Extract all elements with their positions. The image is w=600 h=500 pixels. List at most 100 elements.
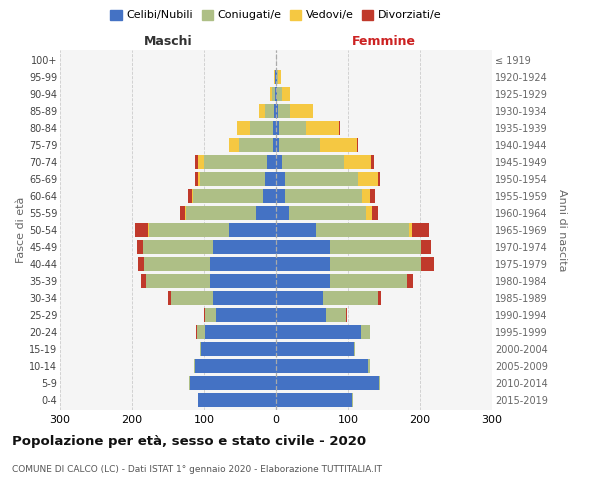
Bar bbox=[276, 274, 330, 288]
Bar bbox=[168, 291, 171, 305]
Bar bbox=[200, 172, 265, 186]
Bar bbox=[279, 121, 305, 135]
Bar bbox=[284, 172, 358, 186]
Bar bbox=[197, 325, 205, 339]
Bar bbox=[146, 274, 210, 288]
Bar bbox=[344, 155, 371, 169]
Bar bbox=[276, 223, 316, 237]
Bar bbox=[198, 155, 204, 169]
Legend: Celibi/Nubili, Coniugati/e, Vedovi/e, Divorziati/e: Celibi/Nubili, Coniugati/e, Vedovi/e, Di… bbox=[106, 5, 446, 25]
Text: Femmine: Femmine bbox=[352, 36, 416, 49]
Bar bbox=[273, 121, 276, 135]
Bar bbox=[278, 104, 290, 118]
Bar bbox=[276, 172, 284, 186]
Bar bbox=[237, 121, 250, 135]
Y-axis label: Anni di nascita: Anni di nascita bbox=[557, 188, 567, 271]
Bar bbox=[274, 70, 275, 84]
Bar bbox=[274, 104, 276, 118]
Y-axis label: Fasce di età: Fasce di età bbox=[16, 197, 26, 263]
Bar bbox=[368, 359, 370, 373]
Bar bbox=[320, 138, 358, 152]
Bar bbox=[282, 87, 290, 101]
Text: Maschi: Maschi bbox=[143, 36, 193, 49]
Bar bbox=[276, 155, 282, 169]
Bar bbox=[330, 274, 407, 288]
Bar bbox=[409, 223, 412, 237]
Bar bbox=[171, 291, 212, 305]
Bar bbox=[137, 240, 143, 254]
Bar bbox=[284, 189, 362, 203]
Bar bbox=[196, 359, 276, 373]
Bar bbox=[197, 393, 198, 407]
Bar bbox=[192, 189, 193, 203]
Bar bbox=[149, 223, 229, 237]
Bar bbox=[372, 206, 378, 220]
Text: Popolazione per età, sesso e stato civile - 2020: Popolazione per età, sesso e stato civil… bbox=[12, 435, 366, 448]
Bar bbox=[277, 87, 282, 101]
Bar bbox=[276, 206, 289, 220]
Bar bbox=[143, 240, 212, 254]
Bar bbox=[250, 121, 273, 135]
Bar bbox=[194, 172, 197, 186]
Bar bbox=[205, 325, 276, 339]
Bar bbox=[265, 104, 274, 118]
Bar bbox=[189, 376, 190, 390]
Bar bbox=[269, 87, 272, 101]
Bar bbox=[205, 308, 216, 322]
Bar bbox=[276, 138, 279, 152]
Bar bbox=[148, 223, 149, 237]
Bar bbox=[204, 155, 268, 169]
Bar bbox=[275, 70, 276, 84]
Bar bbox=[210, 257, 276, 271]
Bar bbox=[277, 70, 278, 84]
Bar bbox=[412, 223, 428, 237]
Bar bbox=[185, 206, 186, 220]
Bar bbox=[198, 393, 276, 407]
Bar bbox=[180, 206, 185, 220]
Bar bbox=[204, 308, 205, 322]
Text: COMUNE DI CALCO (LC) - Dati ISTAT 1° gennaio 2020 - Elaborazione TUTTITALIA.IT: COMUNE DI CALCO (LC) - Dati ISTAT 1° gen… bbox=[12, 465, 382, 474]
Bar bbox=[265, 172, 276, 186]
Bar bbox=[210, 274, 276, 288]
Bar bbox=[188, 189, 192, 203]
Bar bbox=[276, 308, 326, 322]
Bar bbox=[186, 206, 256, 220]
Bar bbox=[346, 308, 347, 322]
Bar bbox=[259, 104, 265, 118]
Bar bbox=[196, 155, 198, 169]
Bar bbox=[289, 206, 366, 220]
Bar bbox=[354, 342, 355, 356]
Bar bbox=[290, 104, 313, 118]
Bar bbox=[276, 189, 284, 203]
Bar bbox=[371, 155, 374, 169]
Bar bbox=[370, 189, 376, 203]
Bar bbox=[421, 257, 434, 271]
Bar bbox=[330, 240, 421, 254]
Bar bbox=[361, 325, 370, 339]
Bar bbox=[272, 87, 275, 101]
Bar bbox=[276, 291, 323, 305]
Bar bbox=[279, 138, 320, 152]
Bar bbox=[212, 240, 276, 254]
Bar bbox=[276, 240, 330, 254]
Bar bbox=[276, 359, 368, 373]
Bar bbox=[263, 189, 276, 203]
Bar bbox=[212, 291, 276, 305]
Bar bbox=[276, 121, 279, 135]
Bar bbox=[378, 291, 381, 305]
Bar bbox=[352, 393, 353, 407]
Bar bbox=[305, 121, 340, 135]
Bar bbox=[276, 393, 352, 407]
Bar bbox=[138, 257, 143, 271]
Bar bbox=[268, 155, 276, 169]
Bar bbox=[273, 138, 276, 152]
Bar bbox=[330, 257, 421, 271]
Bar bbox=[276, 342, 354, 356]
Bar bbox=[276, 376, 379, 390]
Bar bbox=[193, 189, 263, 203]
Bar bbox=[190, 376, 276, 390]
Bar bbox=[135, 223, 148, 237]
Bar bbox=[194, 359, 196, 373]
Bar bbox=[407, 274, 413, 288]
Bar bbox=[366, 206, 372, 220]
